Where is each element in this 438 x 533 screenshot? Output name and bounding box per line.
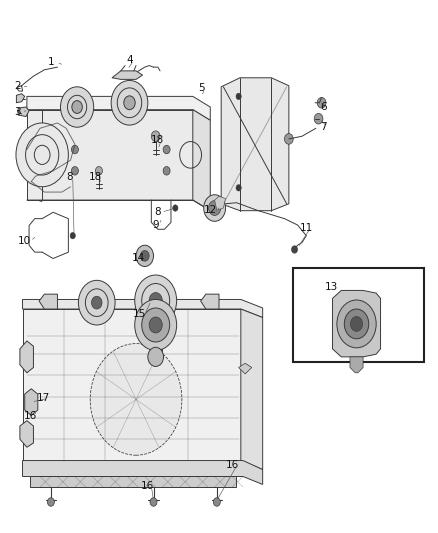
- Text: 2: 2: [14, 81, 21, 91]
- Polygon shape: [25, 389, 38, 415]
- Text: 6: 6: [321, 102, 327, 112]
- Text: 3: 3: [14, 107, 21, 117]
- Circle shape: [60, 87, 94, 127]
- Text: 8: 8: [155, 207, 161, 217]
- Polygon shape: [22, 300, 263, 318]
- Circle shape: [141, 251, 149, 261]
- Polygon shape: [22, 309, 241, 461]
- Text: 1: 1: [48, 57, 54, 67]
- Circle shape: [337, 300, 376, 348]
- Circle shape: [149, 293, 162, 309]
- Circle shape: [16, 123, 68, 187]
- Text: 18: 18: [89, 172, 102, 182]
- Text: 10: 10: [18, 236, 31, 246]
- Polygon shape: [201, 294, 219, 309]
- Circle shape: [163, 166, 170, 175]
- Circle shape: [150, 498, 157, 506]
- Text: 16: 16: [140, 481, 154, 491]
- Circle shape: [163, 146, 170, 154]
- Polygon shape: [27, 110, 193, 200]
- Circle shape: [71, 166, 78, 175]
- Text: 12: 12: [204, 205, 217, 215]
- Circle shape: [111, 80, 148, 125]
- Polygon shape: [221, 78, 289, 211]
- Polygon shape: [332, 290, 381, 357]
- Polygon shape: [27, 96, 210, 120]
- Circle shape: [317, 98, 326, 108]
- Text: 18: 18: [150, 135, 164, 145]
- Circle shape: [350, 317, 363, 332]
- Circle shape: [344, 309, 369, 339]
- Polygon shape: [20, 341, 33, 373]
- Text: 9: 9: [152, 220, 159, 230]
- Circle shape: [208, 200, 221, 215]
- Circle shape: [142, 308, 170, 342]
- Polygon shape: [39, 294, 57, 309]
- Polygon shape: [241, 309, 263, 470]
- Circle shape: [124, 96, 135, 110]
- Polygon shape: [215, 196, 226, 210]
- Circle shape: [135, 300, 177, 351]
- Circle shape: [135, 275, 177, 326]
- Text: 7: 7: [321, 122, 327, 132]
- Circle shape: [291, 246, 297, 253]
- Text: 14: 14: [131, 253, 145, 263]
- Polygon shape: [239, 364, 252, 374]
- Polygon shape: [20, 421, 33, 447]
- Polygon shape: [350, 357, 363, 373]
- Circle shape: [71, 146, 78, 154]
- Circle shape: [95, 166, 102, 175]
- Circle shape: [151, 131, 160, 142]
- Circle shape: [47, 498, 54, 506]
- Circle shape: [204, 195, 226, 221]
- Circle shape: [149, 317, 162, 333]
- Text: 16: 16: [24, 411, 37, 422]
- Circle shape: [236, 184, 241, 191]
- Text: 8: 8: [67, 172, 73, 182]
- Circle shape: [148, 348, 163, 367]
- Circle shape: [236, 93, 241, 100]
- Circle shape: [72, 101, 82, 114]
- Circle shape: [173, 205, 178, 211]
- Text: 13: 13: [325, 282, 338, 292]
- Polygon shape: [16, 94, 25, 103]
- Circle shape: [92, 296, 102, 309]
- Circle shape: [136, 245, 153, 266]
- Text: 4: 4: [126, 55, 133, 65]
- Circle shape: [314, 114, 323, 124]
- Polygon shape: [193, 110, 210, 211]
- Circle shape: [78, 280, 115, 325]
- Bar: [293, 268, 424, 362]
- Text: 11: 11: [300, 223, 313, 233]
- Polygon shape: [22, 461, 263, 484]
- Text: 15: 15: [133, 309, 146, 319]
- Polygon shape: [30, 477, 236, 487]
- Polygon shape: [112, 71, 143, 79]
- Text: 17: 17: [37, 393, 50, 403]
- Text: 16: 16: [226, 460, 239, 470]
- Circle shape: [285, 134, 293, 144]
- Text: 5: 5: [198, 83, 205, 93]
- Circle shape: [213, 498, 220, 506]
- Circle shape: [90, 344, 182, 455]
- Circle shape: [70, 232, 75, 239]
- Polygon shape: [18, 107, 29, 117]
